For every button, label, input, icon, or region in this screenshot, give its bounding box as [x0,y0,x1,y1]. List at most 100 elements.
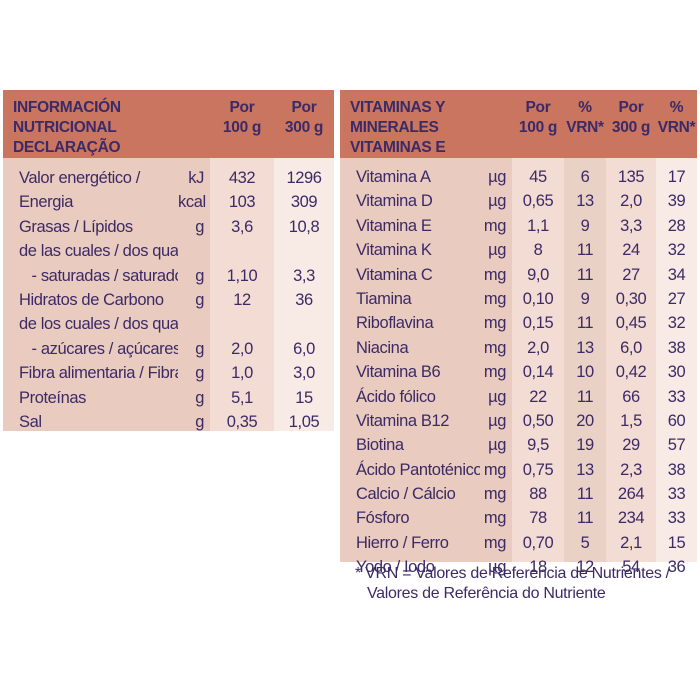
value-per-100g: 103 [228,193,256,212]
nutrient-label: Proteínas [19,388,87,407]
nutrient-label: - azúcares / açúcares [19,339,178,358]
vitamin-row: Ácido fólico µg 22 11 66 33 [340,385,697,409]
value-per-300g: 15 [295,388,313,407]
value-per-300g: 10,8 [288,217,320,236]
value-per-300g: 1,05 [288,412,320,431]
value-per-100g: 45 [529,168,547,186]
col-header-text: Por [525,99,551,116]
vrn-percent-300g: 33 [667,387,686,406]
vitamin-label: Vitamina C [356,265,433,284]
unit-label: µg [488,558,506,577]
vrn-percent-100g: 11 [576,265,594,284]
nutrient-label: Hidratos de Carbono [19,290,164,309]
vitamin-row: Vitamina K µg 8 11 24 32 [340,238,697,262]
nutrition-table: INFORMACIÓN NUTRICIONAL DECLARAÇÃO NUTRI… [3,90,334,431]
unit-label: mg [483,363,507,382]
nutrition-title: INFORMACIÓN NUTRICIONAL DECLARAÇÃO NUTRI… [3,90,196,176]
vrn-percent-100g: 19 [576,436,594,455]
vrn-percent-300g: 32 [667,314,686,333]
vitamin-row: Vitamina B12 µg 0,50 20 1,5 60 [340,409,697,433]
vitamin-row: Niacina mg 2,0 13 6,0 38 [340,336,697,360]
unit-label: g [195,217,204,236]
value-per-300g: 3,3 [620,216,642,235]
value-per-100g: 18 [529,558,547,577]
vrn-percent-300g: 38 [667,460,686,479]
col-header-per-100g: Por 100 g [210,90,274,158]
value-per-300g: 6,0 [620,338,642,357]
vitamin-label: Ácido Pantoténico [356,460,480,479]
value-per-300g: 36 [295,290,313,309]
value-per-300g: 0,30 [615,289,647,308]
col-header-text: 300 g [284,119,324,136]
vitamin-label: Yodo / Iodo [356,558,435,577]
vrn-percent-300g: 30 [667,363,686,382]
nutrition-row: de las cuales / dos quais [3,239,334,263]
vrn-percent-100g: 11 [576,387,594,406]
value-per-100g: 78 [529,509,547,528]
value-per-100g: 1,10 [226,266,258,285]
value-per-100g: 0,65 [522,192,554,211]
value-per-300g [274,239,334,263]
footnote-line-2: Valores de Referência do Nutriente [367,585,606,602]
value-per-100g: 0,15 [522,314,554,333]
value-per-300g: 3,3 [293,266,315,285]
value-per-100g: 9,0 [527,265,549,284]
vrn-percent-100g: 9 [580,289,590,308]
vitamin-row: Vitamina E mg 1,1 9 3,3 28 [340,214,697,238]
vitamin-label: Calcio / Cálcio [356,485,456,504]
unit-label: µg [488,168,506,186]
value-per-300g: 0,45 [615,314,647,333]
nutrient-label: Sal [19,412,42,431]
value-per-100g: 5,1 [231,388,253,407]
vitamin-row: Biotina µg 9,5 19 29 57 [340,433,697,457]
value-per-300g: 234 [617,509,645,528]
nutrition-title-es: INFORMACIÓN NUTRICIONAL [13,99,121,136]
nutrient-label: Fibra alimentaria / Fibra [19,364,178,383]
vitamin-row: Vitamina B6 mg 0,14 10 0,42 30 [340,360,697,384]
vitamin-label: Hierro / Ferro [356,533,449,552]
value-per-300g: 27 [622,265,640,284]
unit-label: mg [483,338,507,357]
vitamin-row: Vitamina C mg 9,0 11 27 34 [340,263,697,287]
footnote-line-1: * VRN = Valores de Referencia de Nutrien… [355,565,670,582]
vitamin-label: Vitamina B6 [356,363,441,382]
value-per-100g: 9,5 [527,436,549,455]
nutrition-row: Hidratos de Carbono g 12 36 [3,288,334,312]
unit-label: µg [488,411,506,430]
vitamin-label: Vitamina B12 [356,411,450,430]
vitamin-label: Vitamina K [356,241,432,260]
vrn-percent-100g: 20 [576,411,594,430]
vrn-percent-100g: 11 [576,485,594,504]
unit-label: µg [488,241,506,260]
unit-label: µg [488,192,506,211]
unit-label: g [195,290,204,309]
vrn-percent-100g: 11 [576,314,594,333]
value-per-100g: 0,10 [522,289,554,308]
value-per-100g: 0,14 [522,363,554,382]
value-per-300g: 6,0 [293,339,315,358]
vrn-percent-300g: 32 [667,241,686,260]
value-per-100g: 1,1 [527,216,549,235]
value-per-100g: 88 [529,485,547,504]
unit-label: g [195,412,204,431]
value-per-300g: 54 [622,558,640,577]
value-per-100g: 432 [228,169,256,187]
value-per-300g: 135 [617,168,645,186]
vrn-percent-100g: 13 [576,338,594,357]
value-per-100g: 12 [233,290,251,309]
value-per-100g [210,239,274,263]
vrn-percent-300g: 33 [667,509,686,528]
unit-label: mg [483,289,507,308]
col-header-text: 100 g [222,119,262,136]
value-per-100g: 22 [529,387,547,406]
vrn-percent-300g: 28 [667,216,686,235]
vrn-percent-100g: 9 [580,216,590,235]
value-per-300g: 2,0 [620,192,642,211]
vrn-percent-300g: 36 [667,558,686,577]
col-header-text: VRN* [566,119,604,136]
unit-label: mg [483,265,507,284]
col-header-vrn-300g: % VRN* [656,90,697,158]
nutrition-row: - azúcares / açúcares g 2,0 6,0 [3,337,334,361]
value-per-100g: 3,6 [231,217,253,236]
